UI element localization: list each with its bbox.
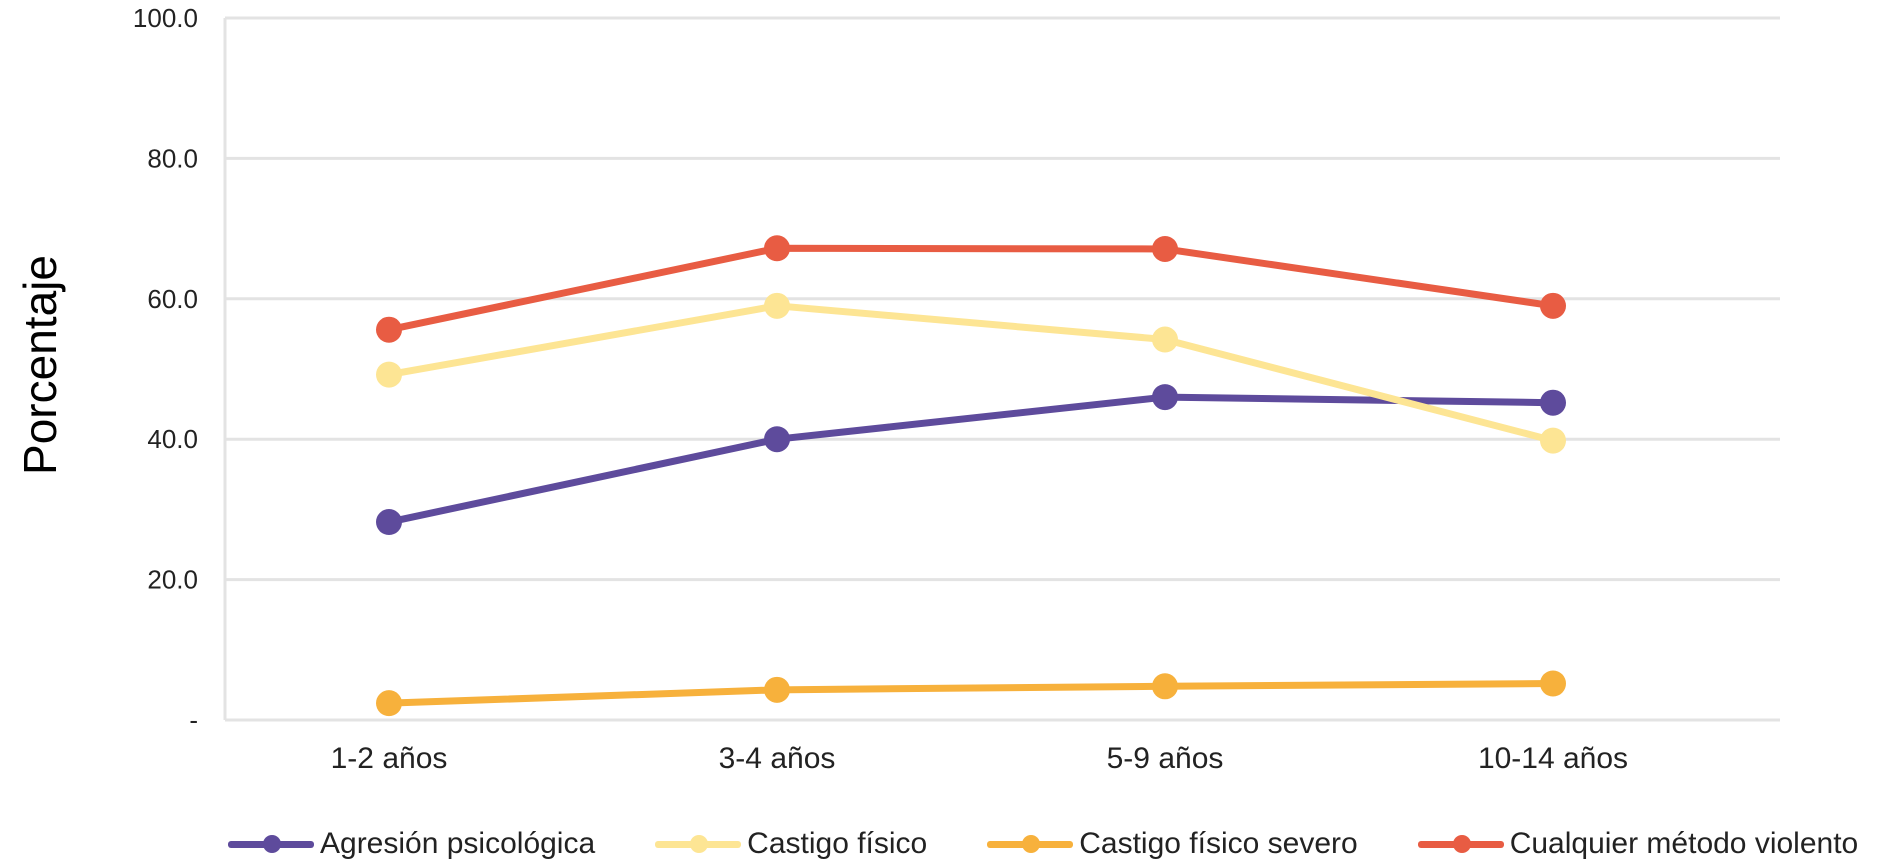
series-2 (376, 292, 1566, 454)
data-point (376, 316, 402, 343)
x-tick-label: 10-14 años (1478, 742, 1628, 775)
series-line (385, 244, 1557, 334)
x-tick-label: 5-9 años (1107, 742, 1224, 775)
legend-label: Castigo físico (747, 827, 928, 860)
x-axis-ticks: 1-2 años 3-4 años 5-9 años 10-14 años (331, 742, 1628, 775)
legend-swatch (655, 829, 742, 859)
legend-label: Cualquier método violento (1509, 827, 1859, 860)
legend-swatch (1417, 829, 1504, 859)
data-point (376, 690, 402, 717)
data-point (1152, 235, 1178, 262)
y-tick-label: - (189, 705, 198, 735)
y-tick-label: 20.0 (147, 565, 198, 595)
legend-swatch (987, 829, 1074, 859)
legend-label: Agresión psicológica (320, 827, 596, 860)
series-line (385, 393, 1557, 526)
data-point (764, 235, 790, 262)
data-point (764, 426, 790, 453)
data-point (1540, 427, 1566, 454)
y-axis-title: Porcentaje (14, 255, 66, 475)
data-point (1540, 670, 1566, 697)
data-point (1152, 673, 1178, 700)
legend-item: Agresión psicológica (228, 827, 595, 861)
legend-item: Castigo físico severo (987, 827, 1358, 861)
series-1 (376, 384, 1566, 536)
series-lines (376, 235, 1566, 717)
legend-item: Castigo físico (655, 827, 927, 861)
series-3 (376, 670, 1566, 717)
y-tick-label: 80.0 (147, 143, 198, 173)
data-point (1540, 292, 1566, 319)
legend-label: Castigo físico severo (1079, 827, 1358, 860)
data-point (1540, 389, 1566, 416)
gridlines (223, 16, 1780, 722)
y-axis-ticks: - 20.0 40.0 60.0 80.0 100.0 (133, 3, 198, 735)
legend: Agresión psicológica Castigo físico Castig… (228, 822, 1858, 866)
data-point (376, 509, 402, 536)
legend-item: Cualquier método violento (1417, 827, 1859, 861)
x-tick-label: 3-4 años (719, 742, 836, 775)
series-line (385, 302, 1557, 445)
x-tick-label: 1-2 años (331, 742, 448, 775)
data-point (376, 361, 402, 388)
data-point (1152, 384, 1178, 411)
data-point (1152, 326, 1178, 353)
data-point (764, 676, 790, 703)
y-tick-label: 40.0 (147, 424, 198, 454)
data-point (764, 292, 790, 319)
series-line (385, 679, 1557, 707)
series-4 (376, 235, 1566, 343)
y-tick-label: 100.0 (133, 3, 198, 33)
legend-swatch (228, 829, 314, 859)
y-tick-label: 60.0 (147, 284, 198, 314)
